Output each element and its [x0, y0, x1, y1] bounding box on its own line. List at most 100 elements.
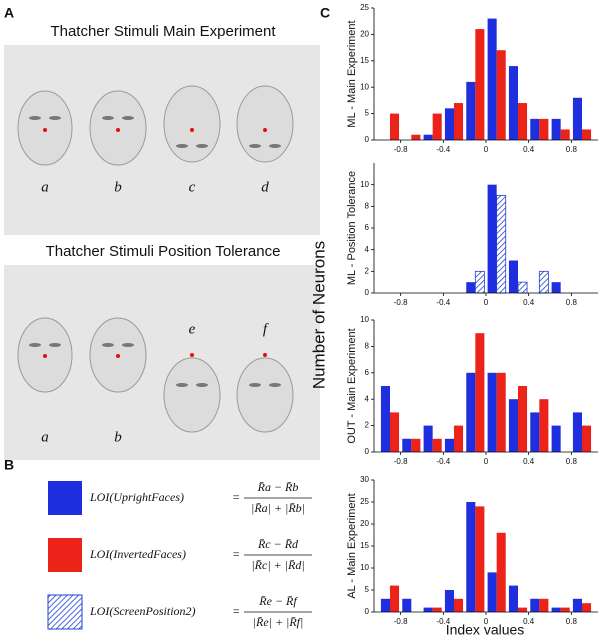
bar: [530, 118, 540, 140]
bar: [432, 113, 442, 140]
x-tick-label: 0: [484, 617, 489, 626]
bar: [572, 598, 582, 612]
x-tick-label: -0.4: [436, 145, 450, 154]
bar: [572, 97, 582, 140]
y-tick-label: 15: [360, 541, 369, 550]
x-tick-label: -0.4: [436, 617, 450, 626]
formula-lhs: LOI(ScreenPosition2): [89, 604, 196, 618]
y-tick-label: 8: [365, 342, 370, 351]
x-tick-label: -0.4: [436, 298, 450, 307]
histogram: 0 5 10 15 20 25 30 -0.8 -0.4 0 0.4 0.8 AL - Main Exp…: [346, 475, 598, 626]
bar: [444, 108, 454, 140]
formula-eq: =: [232, 604, 240, 618]
y-tick-label: 20: [360, 519, 369, 528]
formula-num: R̄e − R̄f: [258, 594, 298, 608]
bar: [466, 282, 476, 293]
bar: [432, 607, 442, 612]
faces: [17, 85, 294, 166]
bar: [444, 590, 454, 612]
bar: [551, 425, 561, 452]
x-tick-label: 0.8: [566, 457, 578, 466]
x-tick-label: 0: [484, 457, 489, 466]
bar: [454, 103, 464, 140]
bar: [454, 598, 464, 612]
bar: [560, 607, 570, 612]
y-tick-label: 25: [360, 3, 369, 12]
y-tick-label: 6: [365, 368, 370, 377]
bar: [539, 118, 549, 140]
y-tick-label: 0: [365, 607, 370, 616]
formula-num: R̄a − R̄b: [257, 480, 299, 494]
y-tick-label: 5: [365, 585, 370, 594]
bar: [551, 282, 561, 293]
bar: [411, 438, 421, 452]
panel-y-label: ML - Position Tolerance: [346, 171, 358, 285]
x-tick-label: -0.8: [394, 298, 408, 307]
bar: [474, 270, 485, 294]
face-label: b: [114, 429, 122, 445]
face-label: b: [114, 179, 122, 195]
bar: [466, 81, 476, 140]
x-tick-label: 0.4: [523, 617, 535, 626]
y-axis-title: Number of Neurons: [309, 241, 328, 389]
swatch: [48, 538, 82, 572]
bar: [518, 607, 528, 612]
face-label: d: [261, 179, 269, 195]
bar: [572, 412, 582, 452]
y-tick-label: 6: [365, 223, 370, 232]
bar: [475, 506, 485, 612]
x-tick-label: 0: [484, 145, 489, 154]
bar: [475, 29, 485, 140]
bar: [390, 585, 400, 612]
panel-y-label: ML - Main Experiment: [346, 20, 358, 127]
bar: [530, 598, 540, 612]
panel-y-label: OUT - Main Experiment: [346, 328, 358, 443]
y-tick-label: 8: [365, 201, 370, 210]
bar: [496, 195, 507, 294]
bar: [402, 438, 412, 452]
y-tick-label: 25: [360, 497, 369, 506]
face-label: a: [41, 179, 49, 195]
y-tick-label: 15: [360, 56, 369, 65]
bar: [475, 333, 485, 452]
bar: [508, 399, 518, 452]
bar: [487, 372, 497, 452]
face-label: f: [263, 321, 269, 337]
bar: [582, 425, 592, 452]
histogram: 0 2 4 6 8 10 -0.8 -0.4 0 0.4 0.8 OUT - Main Experim…: [346, 315, 598, 466]
face-label: c: [189, 179, 196, 195]
face-label: e: [189, 321, 196, 337]
y-tick-label: 4: [365, 245, 370, 254]
bar: [539, 399, 549, 452]
bar: [539, 598, 549, 612]
swatch: [47, 594, 83, 630]
x-axis-title: Index values: [446, 622, 525, 638]
bar: [508, 585, 518, 612]
formula-num: R̄c − R̄d: [257, 537, 299, 551]
bar: [390, 113, 400, 140]
bar: [530, 412, 540, 452]
bar: [454, 425, 464, 452]
x-tick-label: -0.4: [436, 457, 450, 466]
x-tick-label: -0.8: [394, 457, 408, 466]
formula-lhs: LOI(UprightFaces): [89, 490, 184, 504]
bar: [380, 598, 390, 612]
histogram: 0 5 10 15 20 25 -0.8 -0.4 0 0.4 0.8 ML - Main Exper…: [346, 3, 598, 154]
histogram: 0 2 4 6 8 10 -0.8 -0.4 0 0.4 0.8 ML - Position Tole…: [346, 163, 598, 307]
bar: [508, 66, 518, 140]
formula-den: |R̄c| + |R̄d|: [251, 558, 304, 572]
group-title: Thatcher Stimuli Main Experiment: [50, 23, 276, 40]
formulas: LOI(UprightFaces) = R̄a − R̄b |R̄a| + |R̄b|…: [47, 480, 312, 630]
bar: [538, 270, 549, 294]
y-tick-label: 30: [360, 475, 369, 484]
y-tick-label: 20: [360, 30, 369, 39]
formula-den: |R̄a| + |R̄b|: [251, 501, 305, 515]
x-tick-label: 0.4: [523, 145, 535, 154]
bar: [560, 129, 570, 140]
y-tick-label: 0: [365, 447, 370, 456]
bar: [551, 607, 561, 612]
y-tick-label: 0: [365, 135, 370, 144]
bar: [466, 502, 476, 612]
bar: [508, 260, 518, 293]
